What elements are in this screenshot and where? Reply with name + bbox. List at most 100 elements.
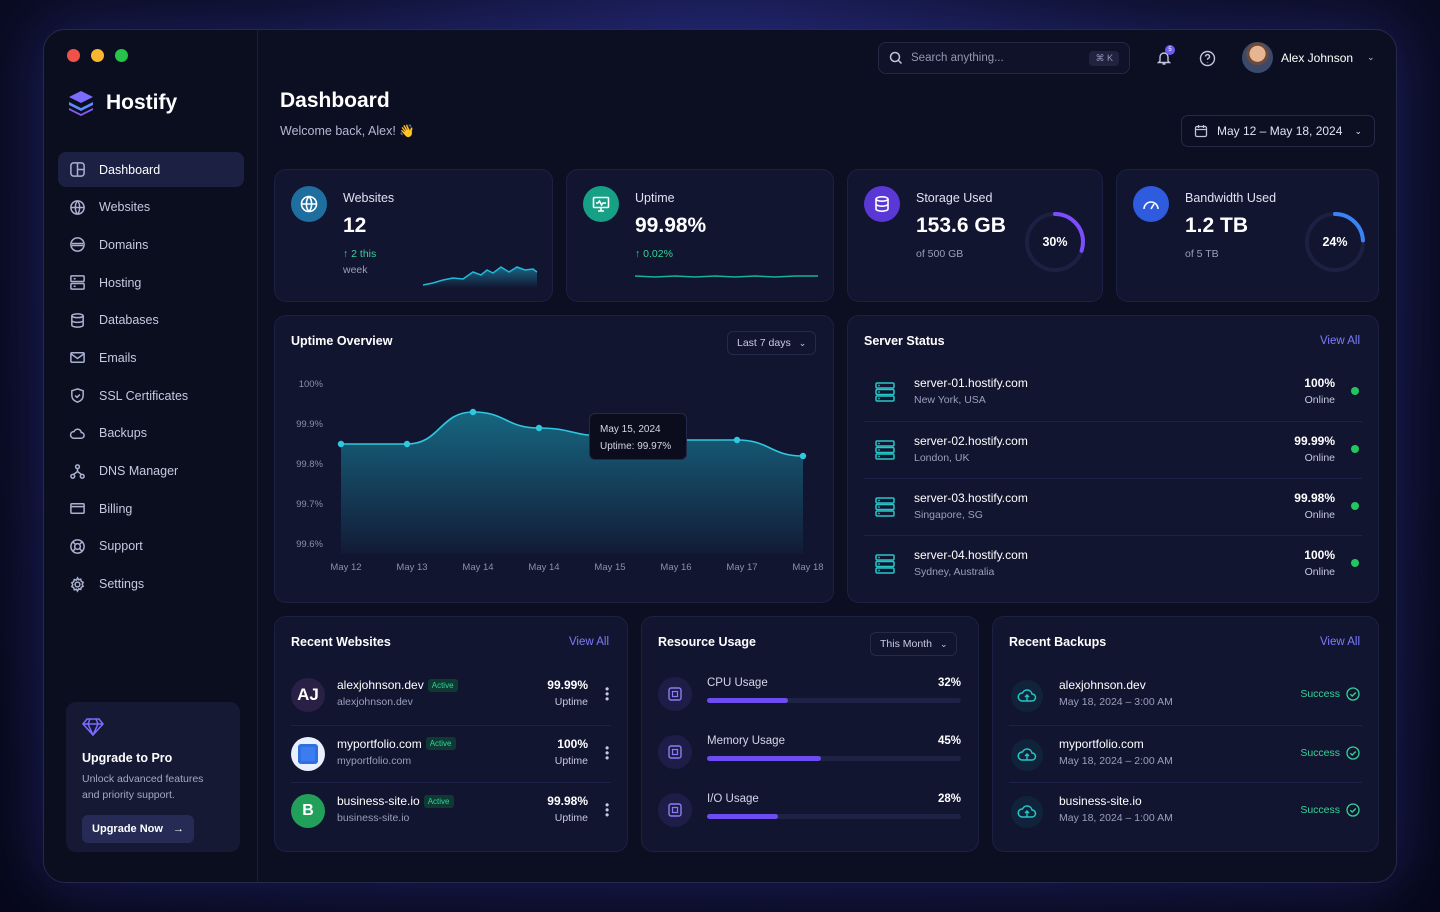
uptime-sparkline: [635, 275, 818, 278]
resource-progress-track: [707, 698, 961, 703]
close-window-button[interactable]: [67, 49, 80, 62]
gauge-icon: [1133, 186, 1169, 222]
resource-range-select[interactable]: This Month ⌄: [870, 632, 958, 656]
server-name: server-03.hostify.com: [914, 491, 1028, 505]
sidebar-item-hosting[interactable]: Hosting: [58, 265, 244, 300]
notifications-button[interactable]: 5: [1151, 45, 1177, 71]
search-bar[interactable]: Search anything... ⌘ K: [878, 42, 1130, 74]
backup-row[interactable]: alexjohnson.dev May 18, 2024 – 3:00 AM Suc…: [1009, 667, 1362, 724]
brand-logo[interactable]: Hostify: [66, 88, 177, 118]
resource-label: I/O Usage: [707, 793, 759, 805]
stat-card-uptime[interactable]: Uptime 99.98% ↑ 0.02%: [566, 169, 834, 302]
minimize-window-button[interactable]: [91, 49, 104, 62]
sidebar-item-ssl-certificates[interactable]: SSL Certificates: [58, 378, 244, 413]
data-point[interactable]: [733, 436, 741, 444]
data-point[interactable]: [799, 452, 807, 460]
stat-change-line: week: [343, 264, 368, 276]
maximize-window-button[interactable]: [115, 49, 128, 62]
upgrade-now-button[interactable]: Upgrade Now →: [82, 815, 194, 843]
window-controls: [67, 49, 128, 62]
more-options-icon[interactable]: • • •: [605, 740, 610, 765]
server-icon: [875, 382, 895, 402]
arrow-right-icon: →: [172, 823, 184, 835]
card-title: Server Status: [864, 334, 945, 348]
stat-label: Uptime: [635, 191, 675, 205]
globe-icon: [70, 199, 85, 215]
website-row[interactable]: myportfolio.com Active myportfolio.com 100%…: [291, 724, 611, 782]
sidebar-item-label: Emails: [99, 350, 137, 365]
user-menu[interactable]: Alex Johnson ⌄: [1242, 42, 1375, 73]
upgrade-now-label: Upgrade Now: [92, 823, 163, 835]
stat-card-storage[interactable]: Storage Used 153.6 GB of 500 GB 30%: [847, 169, 1103, 302]
data-point[interactable]: [403, 440, 411, 448]
backup-row[interactable]: myportfolio.com May 18, 2024 – 2:00 AM Suc…: [1009, 724, 1362, 782]
data-point[interactable]: [469, 408, 477, 416]
sidebar-item-emails[interactable]: Emails: [58, 340, 244, 375]
x-tick-label: May 12: [330, 562, 361, 573]
view-all-websites-link[interactable]: View All: [568, 636, 609, 648]
status-dot: [1351, 387, 1359, 395]
avatar: [1242, 42, 1273, 73]
tooltip-value: Uptime: 99.97%: [600, 441, 672, 452]
sidebar-item-dashboard[interactable]: Dashboard: [58, 152, 244, 187]
x-tick-label: May 17: [726, 562, 757, 573]
more-options-icon[interactable]: • • •: [605, 682, 610, 706]
website-avatar: B: [291, 794, 325, 828]
server-row[interactable]: server-04.hostify.com Sydney, Australia 10…: [864, 535, 1362, 592]
server-uptime: 100%: [1304, 548, 1335, 562]
sidebar-item-databases[interactable]: Databases: [58, 303, 244, 338]
stat-subtext: of 5 TB: [1185, 248, 1219, 260]
stat-card-websites[interactable]: Websites 12 ↑ 2 this week: [274, 169, 553, 302]
website-row[interactable]: AJ alexjohnson.dev Active alexjohnson.dev 99…: [291, 667, 611, 724]
resource-progress-fill: [707, 756, 822, 761]
sidebar-item-support[interactable]: Support: [58, 529, 244, 564]
view-all-backups-link[interactable]: View All: [1319, 636, 1360, 648]
stat-card-bandwidth[interactable]: Bandwidth Used 1.2 TB of 5 TB 24%: [1116, 169, 1379, 302]
backup-name: alexjohnson.dev: [1059, 678, 1146, 692]
data-point[interactable]: [337, 440, 345, 448]
website-avatar: [291, 736, 325, 771]
search-input[interactable]: Search anything...: [911, 52, 1004, 64]
server-uptime: 100%: [1304, 376, 1335, 390]
resource-range-label: This Month: [880, 638, 932, 650]
upgrade-description: Unlock advanced features and priority su…: [82, 771, 224, 803]
backup-row[interactable]: business-site.io May 18, 2024 – 1:00 AM Su…: [1009, 782, 1362, 839]
resource-progress-fill: [707, 814, 779, 819]
x-tick-label: May 14: [528, 562, 559, 573]
server-location: New York, USA: [914, 394, 986, 406]
sidebar-item-settings[interactable]: Settings: [58, 567, 244, 602]
sidebar-item-domains[interactable]: Domains: [58, 227, 244, 262]
more-options-icon[interactable]: • • •: [605, 798, 610, 822]
app-window: Hostify Dashboard Websites Domains Hosti…: [43, 29, 1397, 883]
stat-change: ↑ 2 this week: [343, 246, 376, 278]
server-row[interactable]: server-02.hostify.com London, UK 99.99% Onl…: [864, 421, 1362, 478]
check-circle-icon: [1346, 803, 1360, 817]
main-content: Search anything... ⌘ K 5 Alex Johnson ⌄ …: [258, 30, 1396, 882]
help-icon: [1199, 50, 1215, 66]
shortcut-hint: ⌘ K: [1089, 50, 1119, 66]
chevron-down-icon: ⌄: [798, 337, 807, 348]
stat-change-line: ↑ 2 this: [343, 248, 377, 260]
resource-percent: 45%: [937, 735, 961, 747]
date-range-picker[interactable]: May 12 – May 18, 2024 ⌄: [1181, 115, 1375, 147]
sidebar-item-billing[interactable]: Billing: [58, 491, 244, 526]
x-tick-label: May 15: [594, 562, 625, 573]
card-title: Uptime Overview: [291, 334, 393, 348]
website-name-row: alexjohnson.dev Active: [337, 678, 458, 692]
view-all-servers-link[interactable]: View All: [1319, 335, 1360, 347]
data-point[interactable]: [535, 424, 543, 432]
uptime-line: [340, 411, 804, 457]
server-row[interactable]: server-01.hostify.com New York, USA 100% On…: [864, 364, 1362, 421]
sidebar-item-dns-manager[interactable]: DNS Manager: [58, 454, 244, 489]
resource-percent: 32%: [937, 677, 961, 689]
server-status: Online: [1304, 566, 1335, 578]
server-uptime: 99.99%: [1294, 434, 1335, 448]
sidebar-item-backups[interactable]: Backups: [58, 416, 244, 451]
uptime-range-select[interactable]: Last 7 days ⌄: [727, 331, 817, 355]
cpu-icon: [658, 677, 692, 711]
sidebar-item-websites[interactable]: Websites: [58, 190, 244, 225]
server-row[interactable]: server-03.hostify.com Singapore, SG 99.98%…: [864, 478, 1362, 535]
backup-status-label: Success: [1300, 804, 1340, 816]
help-button[interactable]: [1194, 45, 1220, 71]
